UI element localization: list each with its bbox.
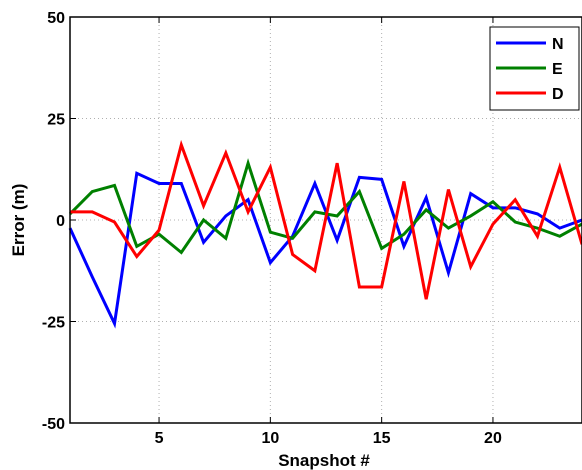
legend-label-d: D <box>552 86 564 103</box>
x-axis-label: Snapshot # <box>278 451 370 470</box>
legend: NED <box>489 26 580 111</box>
y-tick-label: -50 <box>42 416 65 433</box>
x-tick-label: 20 <box>484 430 502 447</box>
y-tick-label: 25 <box>47 112 65 129</box>
x-tick-label: 10 <box>261 430 279 447</box>
series-line-d <box>70 139 582 300</box>
y-tick-label: -25 <box>42 315 65 332</box>
legend-label-n: N <box>552 36 564 53</box>
y-tick-label: 0 <box>56 213 65 230</box>
x-tick-label: 15 <box>373 430 391 447</box>
y-tick-label: 50 <box>47 10 65 27</box>
y-axis-label: Error (m) <box>9 184 28 257</box>
x-tick-label: 5 <box>155 430 164 447</box>
legend-label-e: E <box>552 61 563 78</box>
series-lines <box>68 139 582 329</box>
axis-ticks: 5 10 15 20 50 25 0 -25 -50 <box>42 10 502 447</box>
